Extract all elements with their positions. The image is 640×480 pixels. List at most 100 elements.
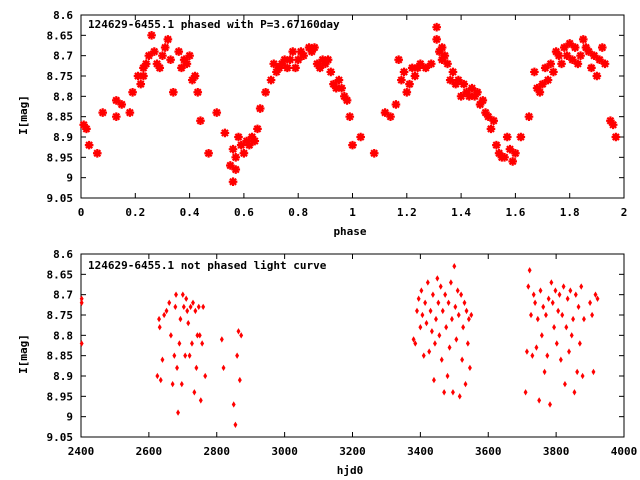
unphased-data-point <box>416 295 421 302</box>
unphased-data-point <box>576 303 581 311</box>
phased-data-point <box>293 55 303 65</box>
phased-y-tick-label: 8.65 <box>47 29 74 42</box>
phased-x-tick-label: 1.6 <box>505 206 525 219</box>
phased-data-point <box>152 59 162 69</box>
unphased-y-tick-label: 9.05 <box>47 431 74 444</box>
unphased-data-point <box>190 340 194 347</box>
phased-data-point <box>318 55 327 65</box>
phased-data-point <box>79 120 89 130</box>
phased-data-point <box>600 59 610 69</box>
phased-data-point <box>269 59 279 69</box>
phased-data-point <box>486 124 496 134</box>
unphased-data-point <box>530 352 535 359</box>
unphased-data-point <box>179 380 184 388</box>
phased-x-tick-label: 0.4 <box>180 206 200 219</box>
phased-data-point <box>435 47 444 56</box>
unphased-data-point <box>418 324 423 331</box>
phased-data-point <box>391 100 401 109</box>
unphased-data-point <box>451 389 455 396</box>
phased-data-point <box>177 63 186 73</box>
phased-data-point <box>226 161 235 170</box>
phased-data-point <box>133 71 143 81</box>
unphased-data-point <box>203 372 208 380</box>
phased-data-point <box>557 59 566 69</box>
phased-data-point <box>464 92 474 101</box>
phased-data-point <box>589 51 599 60</box>
unphased-data-point <box>460 356 465 363</box>
phased-data-point <box>228 177 238 187</box>
phased-data-point <box>568 55 577 65</box>
unphased-data-point <box>160 356 165 363</box>
unphased-data-point <box>421 352 426 359</box>
phased-data-point <box>253 124 262 134</box>
phased-data-point <box>196 116 205 126</box>
unphased-data-point <box>237 376 242 384</box>
unphased-data-point <box>571 315 576 323</box>
unphased-x-axis-label: hjd0 <box>337 464 364 477</box>
unphased-light-curve-panel: 124629-6455.1 not phased light curve hjd… <box>17 248 637 477</box>
unphased-data-point <box>556 307 561 315</box>
unphased-data-point <box>427 348 432 355</box>
unphased-data-point <box>457 393 462 400</box>
phased-data-point <box>549 67 558 77</box>
unphased-data-point <box>531 291 536 298</box>
phased-x-tick-label: 0.2 <box>125 206 145 219</box>
unphased-data-point <box>569 332 574 339</box>
unphased-data-point <box>197 332 202 339</box>
phased-data-point <box>473 87 482 97</box>
phased-data-point <box>315 63 325 73</box>
phased-data-point <box>576 51 585 60</box>
phased-y-tick-label: 8.8 <box>53 90 73 103</box>
unphased-data-point <box>431 376 436 384</box>
unphased-data-point <box>424 319 429 327</box>
phased-data-point <box>459 79 469 89</box>
unphased-data-point <box>548 401 552 408</box>
phased-data-point <box>573 59 583 69</box>
unphased-data-point <box>553 287 558 294</box>
phased-data-point <box>234 132 243 142</box>
phased-data-point <box>92 148 102 158</box>
unphased-data-point <box>461 324 466 331</box>
phased-data-point <box>310 43 319 52</box>
unphased-data-point <box>552 324 557 331</box>
phased-data-point <box>524 112 534 121</box>
unphased-data-point <box>448 279 453 286</box>
unphased-data-point <box>462 299 467 306</box>
phased-data-point <box>212 108 222 117</box>
phased-data-point <box>606 116 615 126</box>
unphased-data-point <box>529 311 533 319</box>
phased-data-point <box>516 132 526 142</box>
unphased-data-point <box>464 307 469 315</box>
unphased-data-point <box>188 303 193 311</box>
unphased-x-tick-label: 3400 <box>407 445 434 458</box>
unphased-data-point <box>437 332 442 339</box>
phased-data-point <box>437 43 447 52</box>
phased-data-point <box>307 47 317 56</box>
phased-data-point <box>299 51 308 60</box>
phased-data-point <box>394 55 403 65</box>
unphased-data-point <box>420 311 425 319</box>
phased-x-tick-label: 1.2 <box>397 206 417 219</box>
unphased-data-point <box>439 356 444 363</box>
phased-data-point <box>540 63 550 73</box>
unphased-data-point <box>186 319 191 327</box>
phased-data-point <box>421 63 431 73</box>
unphased-data-point <box>527 267 532 274</box>
unphased-data-point <box>524 348 529 355</box>
unphased-data-point <box>185 307 190 315</box>
unphased-y-tick-label: 8.9 <box>53 370 73 383</box>
unphased-data-point <box>428 307 433 315</box>
unphased-data-point <box>588 299 593 306</box>
unphased-data-point <box>239 332 244 339</box>
unphased-data-point <box>537 397 542 404</box>
phased-data-point <box>125 108 135 117</box>
phased-y-tick-label: 9.05 <box>47 192 74 205</box>
phased-y-axis-label: I[mag] <box>17 95 30 135</box>
phased-data-point <box>402 87 412 97</box>
unphased-data-point <box>236 328 241 335</box>
phased-x-tick-label: 1 <box>349 206 356 219</box>
phased-data-point <box>543 75 553 85</box>
unphased-x-tick-label: 2600 <box>136 445 163 458</box>
phased-data-point <box>179 55 189 65</box>
unphased-data-point <box>413 340 418 347</box>
